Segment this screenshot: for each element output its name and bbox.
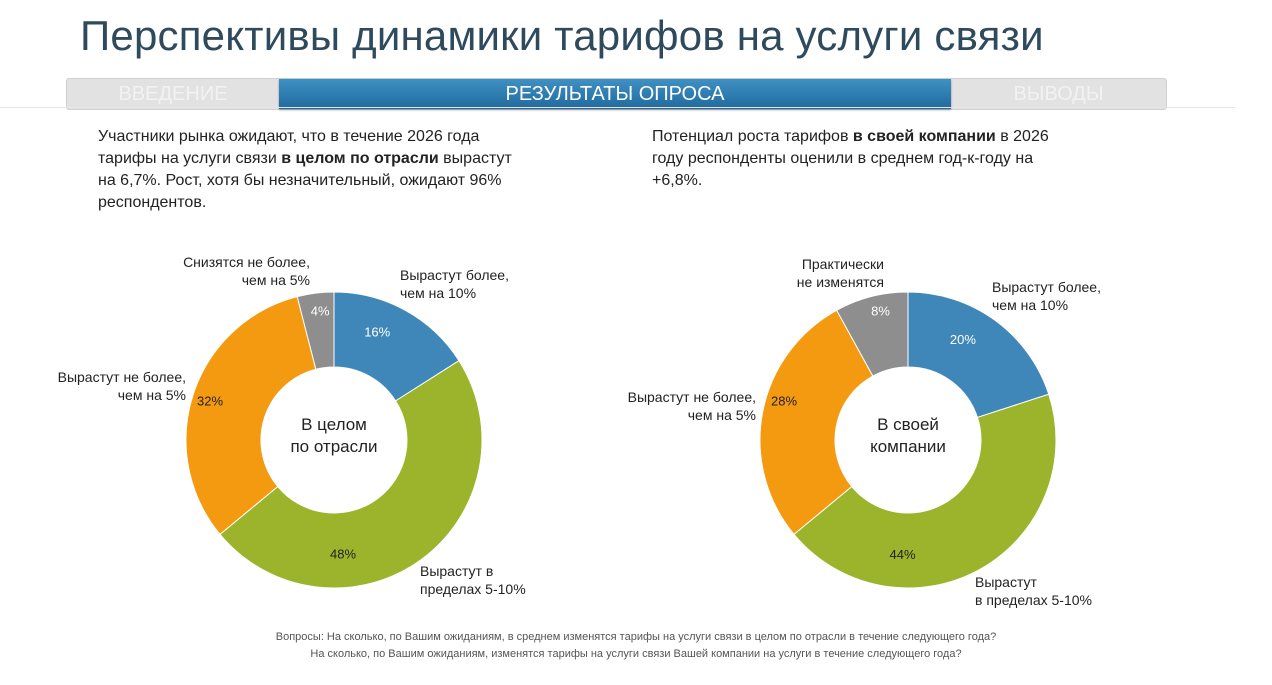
chart-1-slice-3 xyxy=(185,296,317,536)
chart-2-slice-2 xyxy=(793,393,1057,589)
chart-1-center-label: В целом по отрасли xyxy=(290,415,377,456)
chart-2-category-label-4: Практически не изменятся xyxy=(797,256,884,290)
chart-2-category-label-2: Вырастут в пределах 5-10% xyxy=(975,574,1092,608)
chart-1-value-label-2: 48% xyxy=(330,547,356,562)
chart-1-slice-4 xyxy=(296,291,335,370)
tab-conclusions[interactable]: ВЫВОДЫ xyxy=(1013,83,1104,105)
chart-1-category-label-1: Вырастут более, чем на 10% xyxy=(400,267,509,301)
header-divider xyxy=(0,107,1235,108)
tab-survey-results[interactable]: РЕЗУЛЬТАТЫ ОПРОСА xyxy=(279,79,951,109)
chart-2-category-label-1: Вырастут более, чем на 10% xyxy=(992,279,1101,313)
chart-1-category-label-3: Вырастут не более, чем на 5% xyxy=(58,369,186,403)
chart-1-value-label-3: 32% xyxy=(197,393,223,408)
page-title: Перспективы динамики тарифов на услуги с… xyxy=(80,12,1044,59)
footnote-line-2: На сколько, по Вашим ожиданиям, изменятс… xyxy=(310,648,962,660)
footnote-line-1: Вопросы: На сколько, по Вашим ожиданиям,… xyxy=(275,631,997,643)
chart-2-slice-1 xyxy=(907,291,1050,419)
chart-2-value-label-1: 20% xyxy=(950,332,976,347)
chart-1-category-label-2: Вырастут в пределах 5-10% xyxy=(420,563,526,597)
intro-left-text: Участники рынка ожидают, что в течение 2… xyxy=(98,128,512,211)
intro-right-text: Потенциал роста тарифов в своей компании… xyxy=(652,128,1049,189)
chart-2-center-label: В своей компании xyxy=(870,415,946,456)
chart-2-value-label-2: 44% xyxy=(890,547,916,562)
chart-2-value-label-4: 8% xyxy=(871,303,890,318)
chart-2-value-label-3: 28% xyxy=(771,393,797,408)
chart-2-category-label-3: Вырастут не более, чем на 5% xyxy=(628,389,756,423)
chart-1-slice-2 xyxy=(219,360,483,589)
section-tabs: ВВЕДЕНИЕ РЕЗУЛЬТАТЫ ОПРОСА ВЫВОДЫ xyxy=(66,78,1167,110)
chart-2-slice-4 xyxy=(836,291,909,377)
chart-1-category-label-4: Снизятся не более, чем на 5% xyxy=(183,254,310,288)
chart-1-value-label-1: 16% xyxy=(364,325,390,340)
chart-2-slice-3 xyxy=(759,309,874,536)
chart-1-value-label-4: 4% xyxy=(311,303,330,318)
tab-intro[interactable]: ВВЕДЕНИЕ xyxy=(118,83,228,105)
